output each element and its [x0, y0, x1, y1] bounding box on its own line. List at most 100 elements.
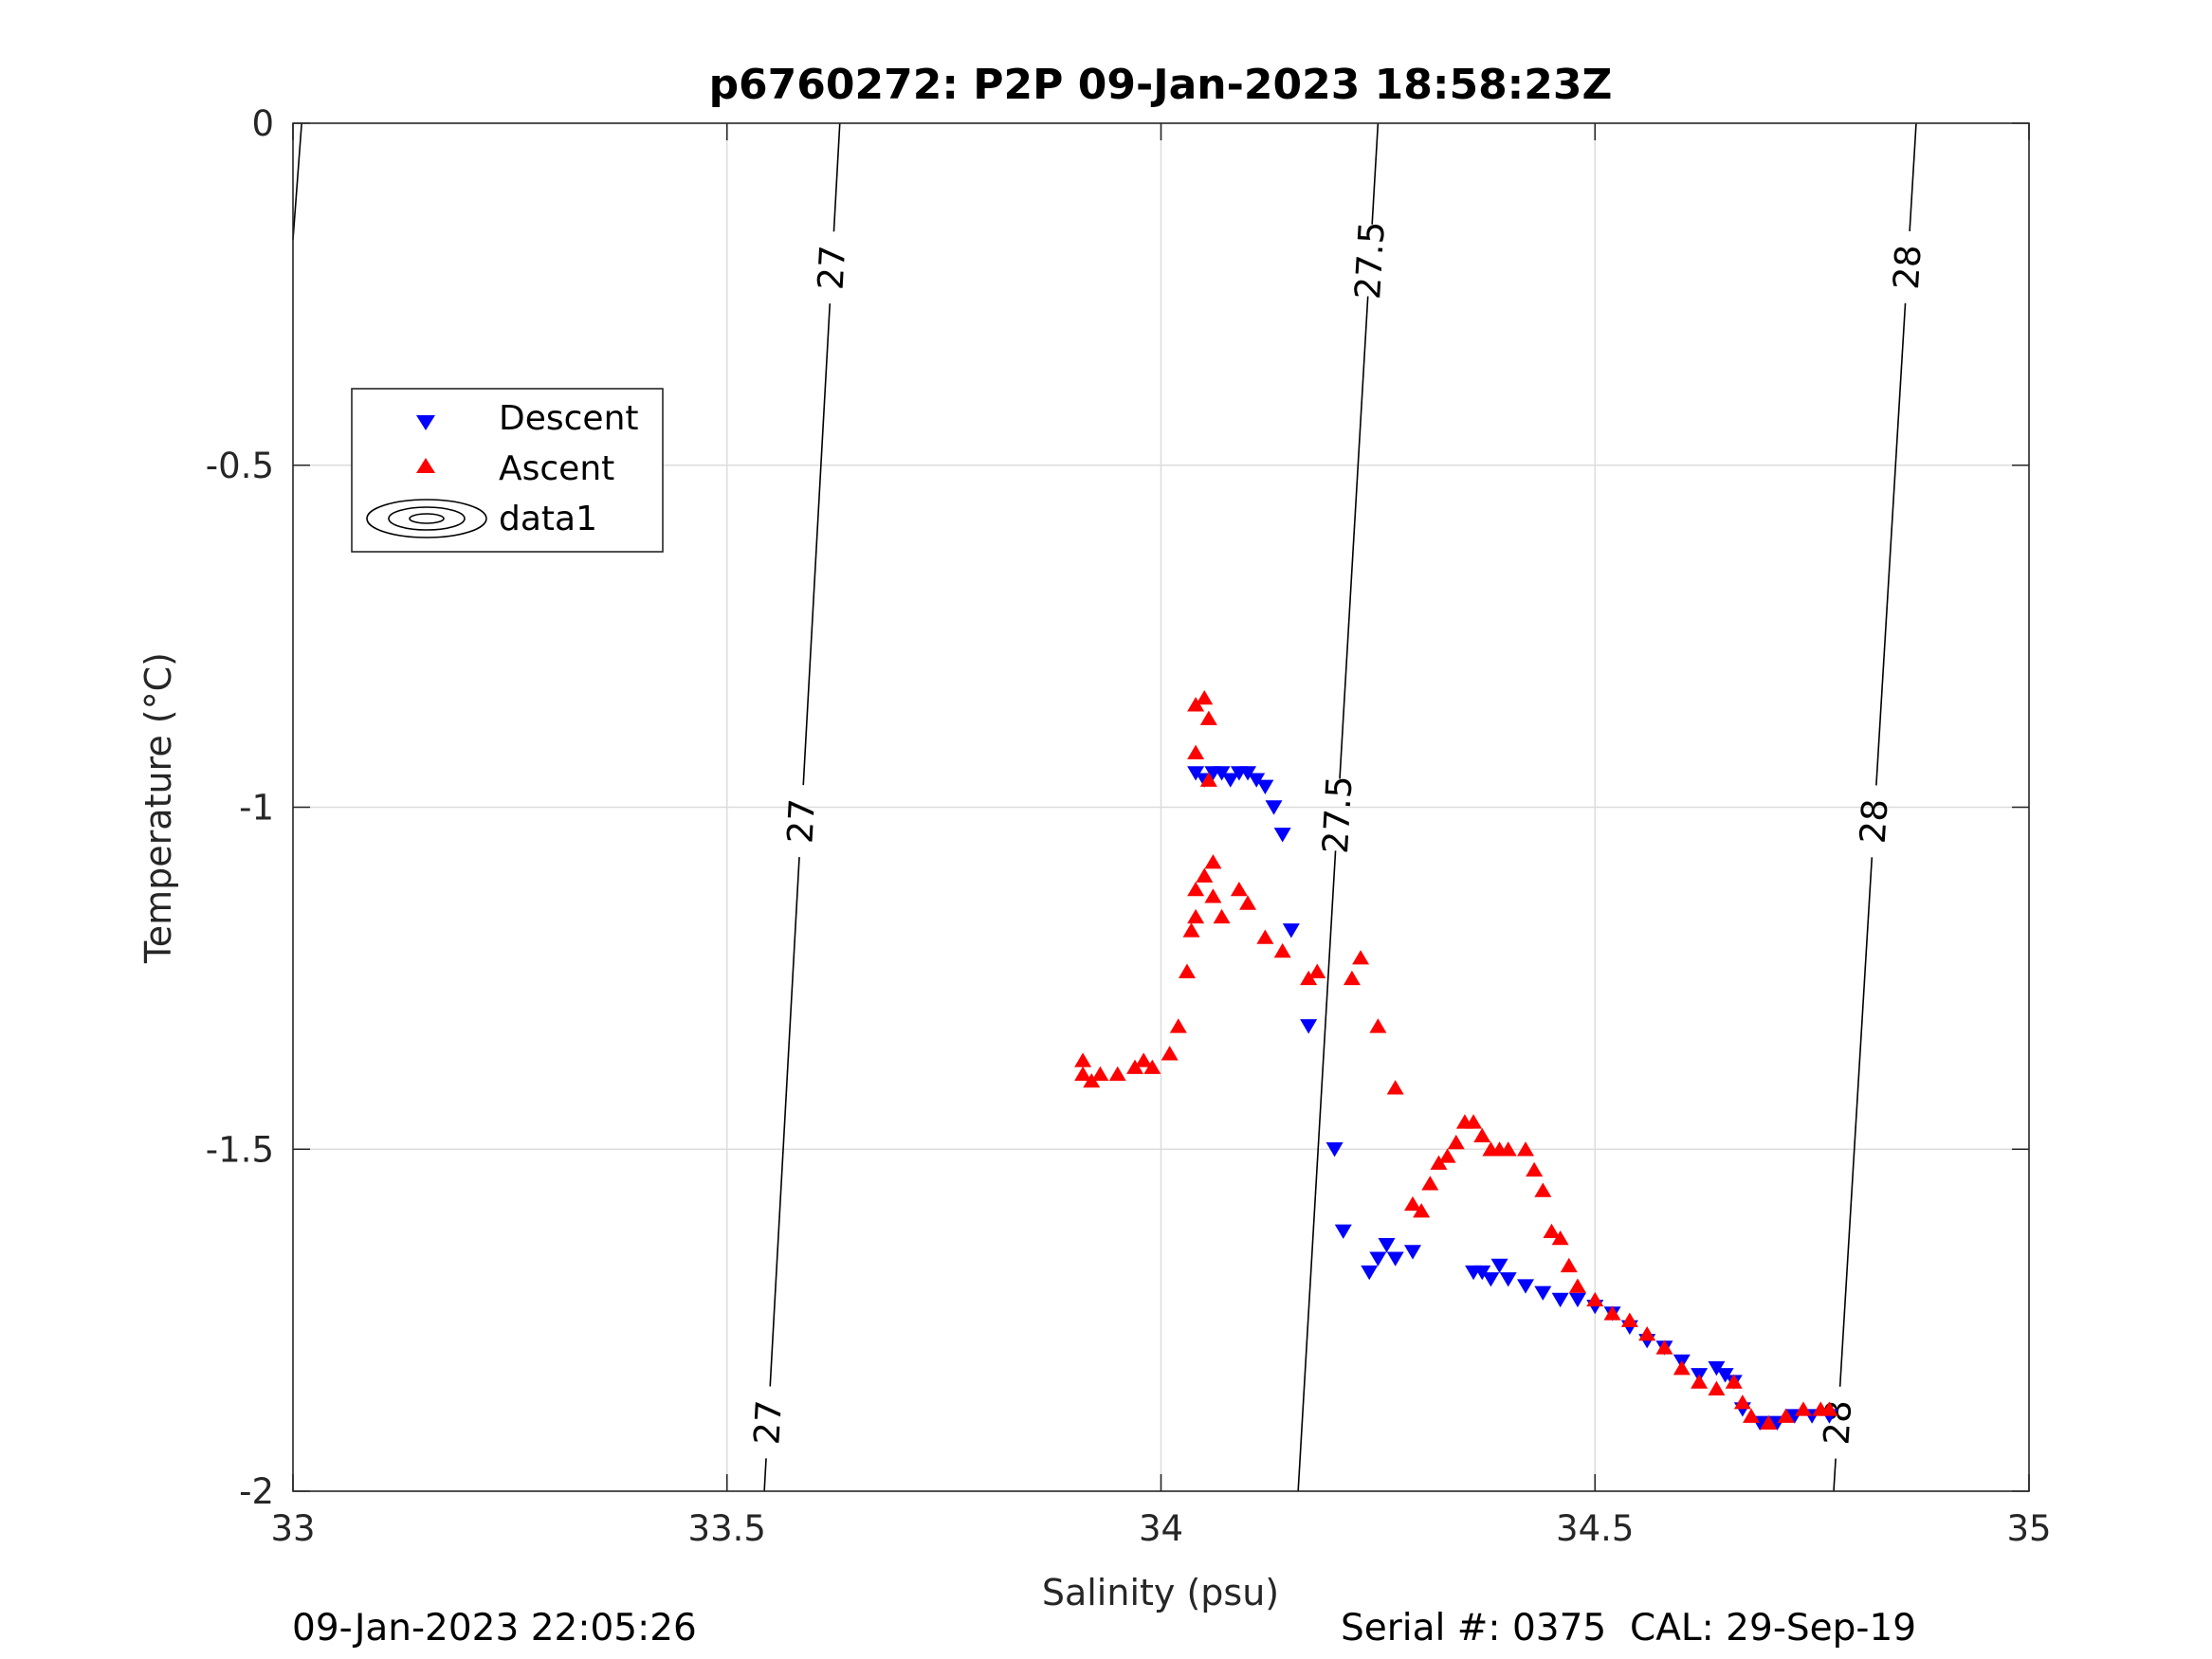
ascent-marker	[1473, 1127, 1491, 1143]
ascent-marker	[1743, 1408, 1761, 1423]
isopycnal-label: 27	[811, 245, 854, 291]
x-tick-label: 35	[2006, 1508, 2051, 1549]
ascent-marker	[1447, 1134, 1465, 1150]
descent-marker	[1273, 828, 1291, 843]
descent-marker	[1473, 1265, 1491, 1281]
x-tick-label: 33.5	[688, 1508, 766, 1549]
legend-descent-label: Descent	[499, 399, 639, 438]
ascent-marker	[1413, 1203, 1431, 1218]
ascent-marker	[1386, 1080, 1404, 1095]
ascent-marker	[1560, 1257, 1578, 1273]
descent-marker	[1490, 1258, 1508, 1274]
ascent-marker	[1161, 1046, 1179, 1061]
ascent-marker	[1551, 1230, 1569, 1246]
ascent-marker	[1534, 1182, 1552, 1197]
ascent-marker	[1708, 1380, 1726, 1395]
ascent-marker	[1760, 1414, 1778, 1431]
ascent-marker	[1126, 1059, 1144, 1074]
chart-title: p6760272: P2P 09-Jan-2023 18:58:23Z	[709, 61, 1613, 109]
ascent-marker	[1733, 1395, 1751, 1410]
ascent-marker	[1586, 1291, 1604, 1307]
descent-marker	[1221, 773, 1239, 788]
ascent-marker	[1178, 963, 1196, 978]
ascent-marker	[1794, 1401, 1812, 1416]
ascent-marker	[1199, 710, 1217, 725]
legend: Descent Ascent data1	[351, 388, 664, 553]
x-tick-label: 34.5	[1556, 1508, 1634, 1549]
ascent-marker	[1543, 1223, 1561, 1239]
descent-marker	[1265, 800, 1283, 815]
descent-marker	[1334, 1224, 1352, 1239]
descent-marker	[1517, 1279, 1535, 1294]
data-markers	[1074, 689, 1838, 1431]
descent-marker	[1300, 1019, 1318, 1034]
ascent-marker	[1143, 1059, 1161, 1074]
axis-ticks: 33 33.5 34 34.5 35 0 -0.5 -1 -1.5 -2	[206, 103, 2052, 1549]
descent-marker	[1482, 1272, 1500, 1287]
ascent-marker	[1169, 1018, 1187, 1033]
ascent-marker	[1673, 1360, 1691, 1376]
footer-timestamp: 09-Jan-2023 22:05:26	[292, 1607, 697, 1650]
ascent-marker	[1199, 772, 1217, 787]
ascent-marker	[1239, 895, 1257, 910]
y-tick-label: -0.5	[206, 446, 274, 486]
isopycnal-line	[832, 122, 841, 232]
ascent-marker	[1421, 1176, 1439, 1191]
descent-marker	[1213, 766, 1231, 781]
ascent-marker	[1273, 942, 1291, 958]
ascent-marker	[1352, 950, 1370, 965]
ascent-marker	[1430, 1155, 1448, 1170]
ascent-marker	[1777, 1408, 1795, 1423]
isopycnal-line	[1875, 302, 1907, 786]
y-tick-label: -2	[239, 1471, 274, 1512]
descent-marker	[1568, 1292, 1586, 1308]
y-tick-label: -1.5	[206, 1129, 274, 1170]
legend-data1-label: data1	[499, 500, 597, 538]
ascent-marker	[1256, 929, 1274, 944]
isopycnal-line	[763, 1458, 767, 1492]
ascent-marker	[1403, 1195, 1421, 1212]
footer-serial-cal: Serial #: 0375 CAL: 29-Sep-19	[1341, 1607, 1917, 1650]
ascent-marker	[1499, 1141, 1517, 1157]
ascent-marker	[1196, 867, 1214, 883]
ascent-marker	[1725, 1374, 1743, 1389]
ascent-marker	[1568, 1278, 1586, 1293]
legend-contour-icon	[366, 499, 487, 538]
isopycnal-label: 27	[746, 1399, 790, 1446]
ascent-marker	[1517, 1141, 1535, 1157]
ascent-marker	[1308, 963, 1326, 978]
isopycnal-line	[1909, 122, 1917, 232]
ascent-marker	[1108, 1066, 1126, 1082]
legend-descent-marker	[416, 415, 435, 430]
descent-marker	[1708, 1360, 1726, 1376]
ascent-marker	[1603, 1305, 1621, 1321]
descent-marker	[1282, 923, 1300, 939]
descent-marker	[1325, 1142, 1344, 1158]
isopycnal-label: 28	[1853, 798, 1896, 846]
ascent-marker	[1465, 1114, 1483, 1129]
descent-marker	[1361, 1265, 1379, 1281]
ascent-marker	[1182, 922, 1200, 938]
ascent-marker	[1638, 1325, 1656, 1341]
ascent-marker	[1091, 1066, 1109, 1082]
legend-ascent-marker	[416, 458, 435, 473]
descent-marker	[1403, 1245, 1421, 1260]
ascent-marker	[1135, 1052, 1153, 1067]
isopycnal-line	[1339, 296, 1369, 779]
isopycnal-line	[769, 857, 800, 1387]
ascent-marker	[1204, 888, 1222, 903]
ascent-marker	[1187, 744, 1205, 759]
descent-marker	[1551, 1292, 1569, 1308]
isopycnal-label: 27.5	[1347, 220, 1393, 301]
isopycnal-label: 28	[1886, 244, 1929, 291]
ascent-marker	[1213, 908, 1231, 924]
descent-marker	[1386, 1251, 1404, 1267]
isopycnal-label: 27	[779, 797, 823, 844]
descent-marker	[1716, 1368, 1734, 1383]
ascent-marker	[1343, 970, 1361, 986]
legend-box	[351, 388, 664, 553]
isopycnal-line	[1371, 122, 1380, 225]
y-axis-label: Temperature (°C)	[137, 652, 179, 964]
isopycnal-label: 27.5	[1315, 775, 1361, 855]
